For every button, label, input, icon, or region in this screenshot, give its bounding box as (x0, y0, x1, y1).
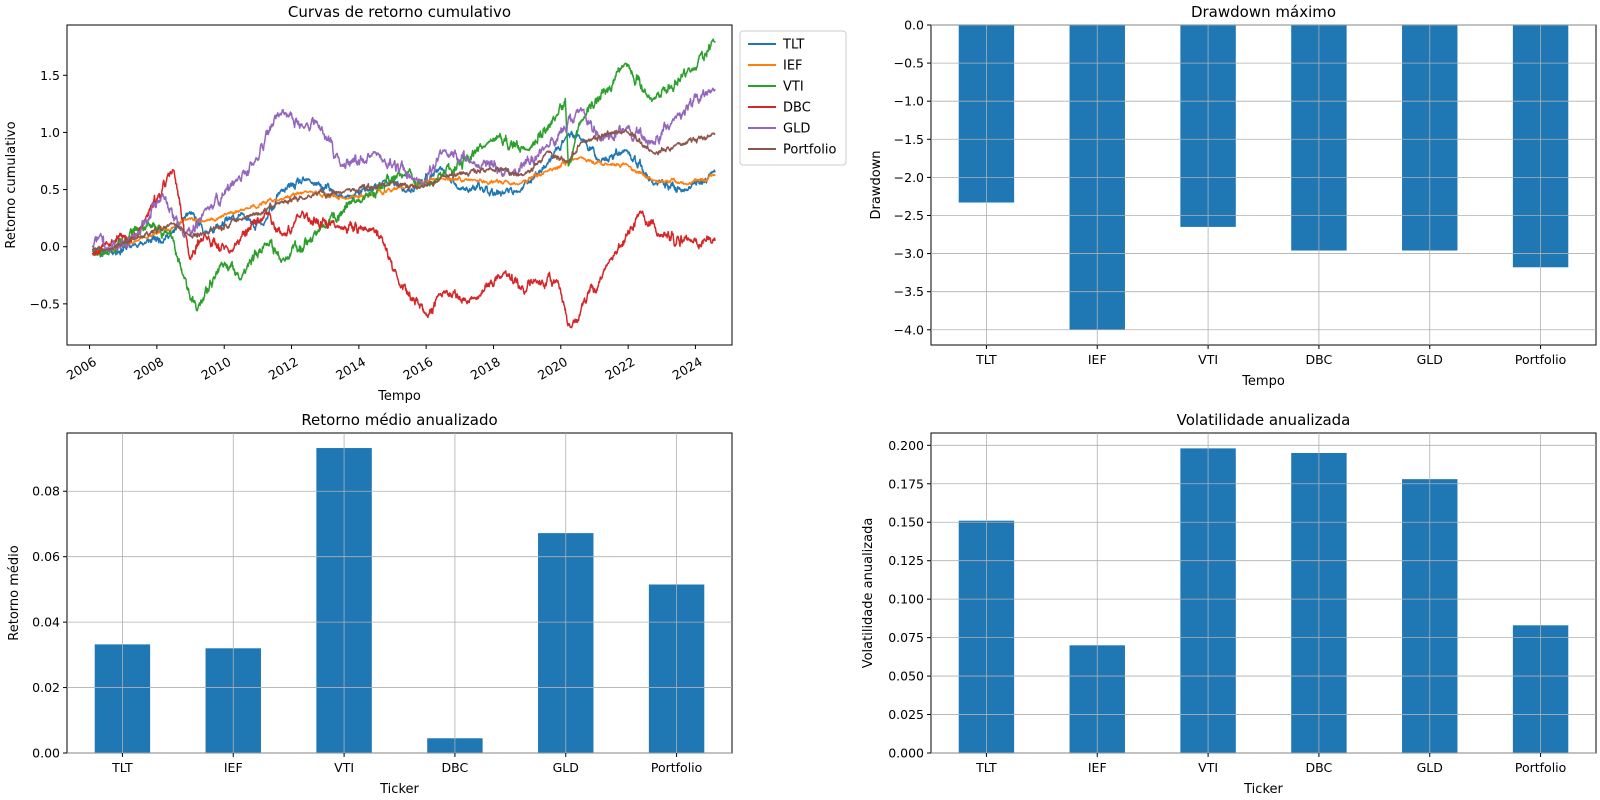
grid (931, 433, 1596, 754)
series-line-ief (92, 156, 716, 254)
y-tick-label: −1.0 (894, 94, 924, 109)
y-tick-label: −0.5 (894, 56, 924, 71)
grid (67, 433, 732, 754)
y-tick-label: 0.5 (40, 182, 60, 197)
x-tick-label: 2010 (198, 354, 233, 383)
y-tick-label: −4.0 (894, 322, 924, 337)
y-tick-label: 0.08 (32, 484, 60, 499)
grid (931, 24, 1596, 345)
chart-title: Volatilidade anualizada (1177, 411, 1351, 429)
y-tick-label: 0.0 (904, 18, 924, 33)
x-tick-label: Portfolio (1515, 352, 1566, 367)
y-axis-label: Volatilidade anualizada (861, 518, 876, 669)
y-tick-label: 0.100 (888, 592, 924, 607)
y-tick-label: −2.5 (894, 208, 924, 223)
legend: TLT IEF VTI DBC GLD Portfolio (739, 30, 847, 166)
x-tick-label: IEF (224, 760, 243, 775)
mean-return-panel: Retorno médio anualizado Ticker Retorno … (7, 411, 733, 797)
y-tick-label: −3.0 (894, 246, 924, 261)
x-tick-label: IEF (1088, 760, 1107, 775)
x-tick-label: VTI (1198, 352, 1218, 367)
x-tick-label: DBC (442, 760, 469, 775)
x-tick-label: Portfolio (651, 760, 702, 775)
y-tick-label: −3.5 (894, 284, 924, 299)
axis-ticks: −4.0 −3.5 −3.0 −2.5 −2.0 −1.5 −1.0 −0.5 0.0 TLT IE… (894, 18, 1567, 368)
x-axis-label: Ticker (379, 782, 419, 797)
y-tick-label: −0.5 (30, 296, 60, 311)
y-axis-label: Retorno cumulativo (4, 121, 19, 248)
y-tick-label: 1.5 (40, 68, 60, 83)
y-tick-label: 0.175 (888, 476, 924, 491)
x-tick-label: TLT (975, 352, 997, 367)
cumulative-return-panel: Curvas de retorno cumulativo Tempo Retor… (4, 3, 847, 404)
x-tick-label: GLD (1417, 760, 1443, 775)
y-tick-label: 0.04 (32, 615, 60, 630)
x-tick-label: Portfolio (1515, 760, 1566, 775)
x-axis-label: Tempo (1241, 374, 1285, 389)
axis-ticks: 0.000 0.025 0.050 0.075 0.100 0.125 0.150 0.175… (888, 438, 1566, 775)
x-axis-label: Tempo (377, 389, 421, 404)
x-tick-label: 2014 (333, 354, 368, 383)
series-line-vti (91, 38, 716, 312)
x-tick-label: GLD (553, 760, 579, 775)
x-tick-label: 2024 (670, 354, 705, 383)
y-tick-label: 0.06 (32, 549, 60, 564)
chart-title: Retorno médio anualizado (301, 411, 497, 429)
series-line-tlt (91, 130, 716, 258)
x-tick-label: 2006 (64, 354, 99, 383)
x-tick-label: VTI (1198, 760, 1218, 775)
plot-frame (930, 24, 1597, 346)
plot-frame (930, 432, 1597, 754)
legend-label: Portfolio (783, 143, 837, 158)
y-axis-label: Retorno médio (7, 545, 22, 640)
x-tick-label: 2020 (535, 354, 570, 383)
series-line-dbc (91, 168, 716, 329)
legend-label: IEF (783, 59, 803, 74)
chart-title: Curvas de retorno cumulativo (288, 3, 511, 21)
y-tick-label: 0.0 (40, 239, 60, 254)
legend-label: GLD (783, 122, 810, 137)
x-tick-label: TLT (975, 760, 997, 775)
plot-marks (91, 38, 716, 329)
series-line-portfolio (91, 129, 716, 252)
y-tick-label: 0.050 (888, 669, 924, 684)
y-tick-label: 0.02 (32, 680, 60, 695)
y-tick-label: 0.075 (888, 630, 924, 645)
drawdown-panel: Drawdown máximo Tempo Drawdown −4.0−3.5−… (869, 3, 1597, 389)
x-tick-label: 2018 (468, 354, 503, 383)
x-tick-label: DBC (1306, 352, 1333, 367)
y-tick-label: −2.0 (894, 170, 924, 185)
chart-title: Drawdown máximo (1191, 3, 1336, 21)
plot-frame (66, 432, 733, 754)
y-tick-label: 0.125 (888, 553, 924, 568)
y-tick-label: 0.00 (32, 746, 60, 761)
axis-ticks: 0.00 0.02 0.04 0.06 0.08 TLT IEF VTI DBC GLD Portf… (32, 484, 702, 775)
y-tick-label: 0.150 (888, 515, 924, 530)
legend-label: TLT (782, 38, 804, 53)
x-tick-label: 2022 (602, 354, 637, 383)
y-tick-label: 0.000 (888, 746, 924, 761)
legend-label: DBC (783, 101, 811, 116)
x-tick-label: IEF (1088, 352, 1107, 367)
x-tick-label: 2008 (131, 354, 166, 383)
y-axis-label: Drawdown (869, 150, 884, 219)
y-tick-label: 1.0 (40, 125, 60, 140)
x-tick-label: TLT (111, 760, 133, 775)
x-axis-label: Ticker (1243, 782, 1283, 797)
x-tick-label: DBC (1306, 760, 1333, 775)
x-tick-label: VTI (334, 760, 354, 775)
y-tick-label: 0.200 (888, 438, 924, 453)
x-tick-label: 2016 (400, 354, 435, 383)
volatility-panel: Volatilidade anualizada Ticker Volatilid… (861, 411, 1597, 797)
y-tick-label: 0.025 (888, 707, 924, 722)
y-tick-label: −1.5 (894, 132, 924, 147)
x-tick-label: GLD (1417, 352, 1443, 367)
legend-label: VTI (783, 80, 804, 95)
x-tick-label: 2012 (266, 354, 301, 383)
